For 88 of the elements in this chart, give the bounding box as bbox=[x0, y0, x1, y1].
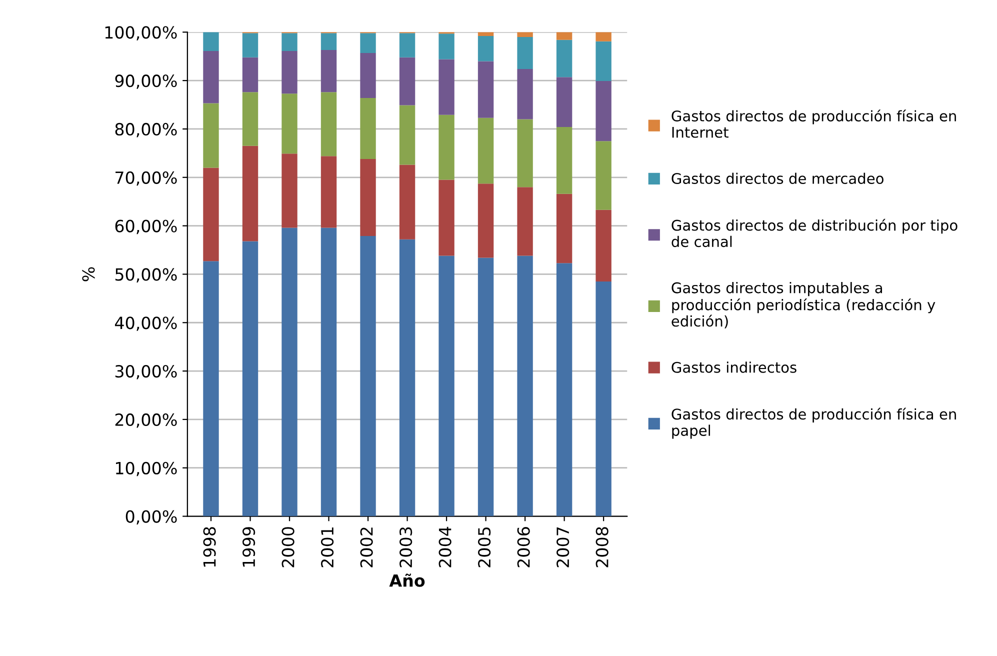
bar bbox=[360, 98, 376, 159]
bar bbox=[517, 36, 533, 69]
y-tick-label: 60,00% bbox=[115, 220, 177, 234]
bar bbox=[360, 52, 376, 98]
bar bbox=[320, 33, 337, 50]
bar bbox=[438, 114, 454, 180]
bar bbox=[517, 32, 533, 37]
legend-label: Gastos directos de producción física en papel bbox=[672, 408, 956, 439]
bar bbox=[399, 33, 416, 58]
bar bbox=[399, 57, 416, 106]
bar bbox=[242, 146, 258, 242]
bar bbox=[556, 263, 572, 516]
x-tick-label: 2001 bbox=[320, 528, 334, 568]
x-tick-label: 1998 bbox=[203, 527, 216, 567]
bar bbox=[596, 32, 612, 42]
y-tick-label: 40,00% bbox=[114, 316, 177, 331]
bar bbox=[203, 261, 219, 516]
bar bbox=[360, 236, 376, 516]
x-tick-label: 2006 bbox=[517, 527, 530, 568]
bar bbox=[203, 51, 219, 104]
bar bbox=[596, 281, 612, 516]
bar bbox=[596, 210, 612, 282]
bar bbox=[556, 32, 572, 40]
x-tick-label: 2003 bbox=[400, 527, 412, 568]
x-tick-label: 2002 bbox=[360, 528, 373, 568]
bar bbox=[203, 168, 219, 262]
bar bbox=[282, 154, 298, 228]
bar bbox=[438, 34, 454, 60]
x-tick-label: 1999 bbox=[242, 527, 256, 567]
bar bbox=[282, 228, 298, 516]
bar bbox=[360, 33, 376, 53]
bar bbox=[517, 68, 533, 120]
bar bbox=[596, 81, 612, 142]
bar bbox=[399, 164, 416, 240]
bar bbox=[517, 256, 533, 516]
x-tick-label: 2000 bbox=[282, 527, 294, 568]
bar bbox=[282, 33, 298, 52]
y-tick-label: 30,00% bbox=[115, 364, 177, 380]
y-tick-label: 80,00% bbox=[115, 122, 177, 138]
bar bbox=[478, 258, 494, 516]
bar bbox=[478, 61, 494, 118]
bar bbox=[556, 40, 572, 78]
y-tick-label: 10,00% bbox=[116, 462, 177, 476]
bar bbox=[517, 187, 533, 256]
x-tick-label: 2005 bbox=[478, 527, 491, 568]
bar bbox=[596, 141, 612, 210]
bar bbox=[596, 41, 612, 82]
bar bbox=[242, 33, 258, 58]
bar bbox=[282, 51, 298, 94]
bar bbox=[438, 256, 454, 516]
bar bbox=[438, 180, 454, 256]
bar bbox=[203, 32, 219, 52]
bar bbox=[556, 194, 572, 264]
y-tick-label: 20,00% bbox=[115, 413, 177, 428]
y-tick-label: 100,00% bbox=[105, 26, 177, 40]
y-tick-label: 70,00% bbox=[116, 171, 177, 186]
bar bbox=[399, 239, 416, 516]
legend-label: Gastos directos de producción física en Internet bbox=[672, 110, 956, 138]
legend-label: Gastos directos de mercadeo bbox=[672, 172, 884, 184]
y-tick-label: 0,00% bbox=[126, 510, 177, 525]
bar bbox=[360, 158, 376, 236]
bar bbox=[282, 94, 298, 154]
legend-label: Gastos directos imputables a producción periodística (redacción y edición) bbox=[672, 282, 936, 328]
y-axis-title: % bbox=[82, 267, 95, 282]
bar bbox=[556, 127, 572, 194]
bar bbox=[478, 118, 494, 184]
bar bbox=[242, 241, 258, 516]
bar bbox=[478, 36, 494, 62]
bar bbox=[203, 103, 219, 168]
y-tick-label: 90,00% bbox=[115, 74, 177, 89]
x-tick-label: 2004 bbox=[438, 526, 452, 568]
bar bbox=[478, 184, 494, 258]
x-tick-label: 2008 bbox=[596, 527, 608, 568]
bar bbox=[556, 77, 572, 128]
bar bbox=[242, 92, 258, 146]
y-tick-label: 50,00% bbox=[115, 268, 177, 282]
bar bbox=[399, 105, 416, 165]
bar bbox=[320, 50, 337, 92]
bar bbox=[517, 119, 533, 188]
bar bbox=[438, 59, 454, 115]
bar bbox=[320, 228, 337, 516]
bar bbox=[320, 156, 337, 228]
x-tick-label: 2007 bbox=[556, 527, 570, 568]
x-axis-title: Año bbox=[389, 574, 425, 587]
legend-label: Gastos indirectos bbox=[672, 362, 796, 373]
legend-label: Gastos directos de distribución por tipo de canal bbox=[672, 218, 958, 248]
bar bbox=[242, 57, 258, 92]
bar bbox=[320, 92, 337, 156]
